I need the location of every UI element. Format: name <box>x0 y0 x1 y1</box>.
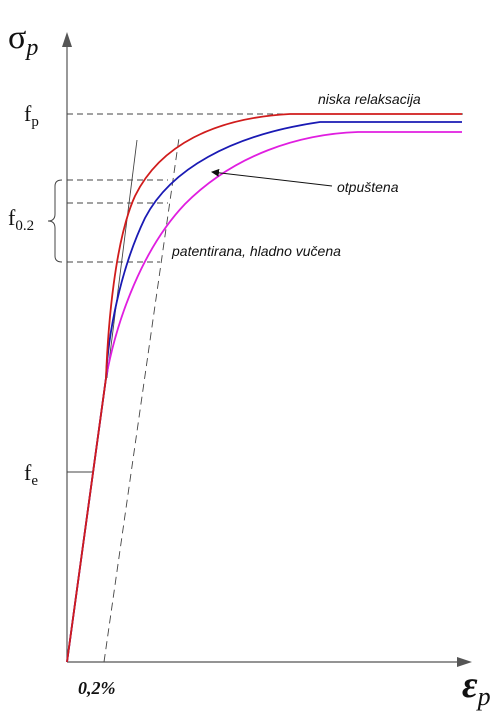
x-axis-arrow <box>457 657 472 667</box>
y-axis-label: σp <box>8 19 38 61</box>
offset-line <box>103 137 180 663</box>
curve-niska-relaksacija <box>66 113 462 663</box>
tick-label-fp: fp <box>24 101 39 130</box>
tick-label-fe: fe <box>24 460 38 489</box>
tick-label-f02: f0.2 <box>8 205 34 234</box>
tangent-line <box>106 139 138 379</box>
series-label-patentirana: patentirana, hladno vučena <box>171 243 341 259</box>
x-axis-label: εp <box>462 664 491 711</box>
series-label-niska-relaksacija: niska relaksacija <box>318 91 421 107</box>
x-tick-label-02: 0,2% <box>78 678 116 698</box>
curve-otpustena <box>66 121 462 663</box>
series-label-otpustena: otpuštena <box>337 179 399 195</box>
f02-brace <box>47 179 63 263</box>
otpustena-pointer <box>211 168 333 187</box>
curve-patentirana <box>66 131 462 663</box>
y-axis-arrow <box>62 32 72 47</box>
